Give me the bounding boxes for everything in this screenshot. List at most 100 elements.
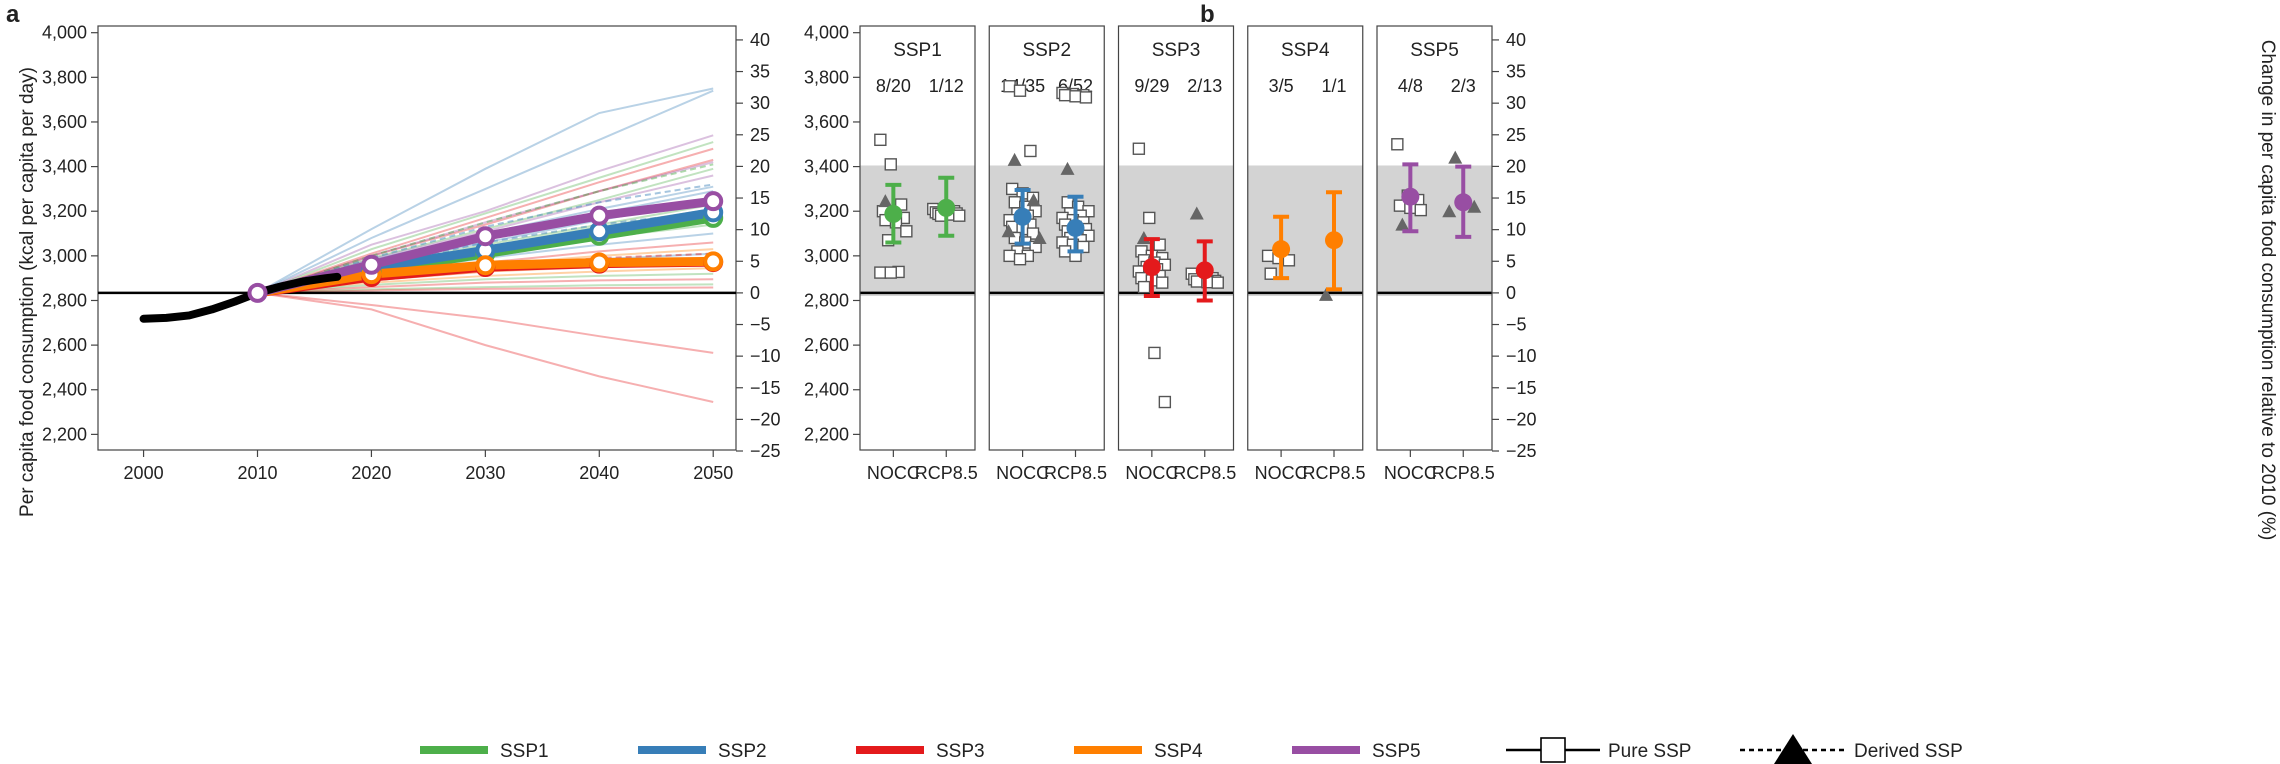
derived-ssp-marker — [1448, 150, 1463, 164]
derived-ssp-marker — [1467, 199, 1482, 213]
x-tick-label-a: 2040 — [579, 463, 619, 483]
y2-tick-label-b: 30 — [1506, 93, 1526, 113]
pure-ssp-marker — [1158, 395, 1172, 409]
pure-ssp-marker — [884, 266, 897, 279]
pure-ssp-marker — [1148, 346, 1161, 360]
pure-ssp-marker — [1013, 252, 1027, 266]
y2-tick-label-b: −20 — [1506, 409, 1537, 429]
y-tick-label-a: 2,200 — [42, 424, 87, 444]
subpanel-title: SSP1 — [893, 40, 942, 61]
legend-label-ssp3: SSP3 — [936, 741, 985, 762]
mean-marker — [1454, 193, 1473, 212]
sample-count: 4/8 — [1398, 76, 1423, 96]
mean-marker — [1272, 240, 1291, 259]
y2-tick-label-a: 5 — [750, 251, 760, 271]
derived-ssp-marker — [878, 194, 893, 208]
pure-ssp-marker — [884, 158, 897, 171]
pure-ssp-marker — [1391, 138, 1404, 151]
y-tick-label-a: 3,800 — [42, 67, 87, 87]
y2-tick-label-a: 35 — [750, 62, 770, 82]
mean-point-ssp4 — [589, 252, 610, 273]
legend-label-ssp2: SSP2 — [718, 741, 767, 762]
derived-ssp-marker — [1189, 206, 1204, 220]
subpanel-frame — [988, 25, 1105, 451]
y2-tick-label-b: −5 — [1506, 315, 1527, 335]
y2-tick-label-b: 15 — [1506, 188, 1526, 208]
legend-item-derived-ssp: Derived SSP — [1740, 734, 1963, 764]
scenario-line-ssp3 — [257, 291, 714, 354]
x-tick-label-b: NOCC — [1384, 463, 1437, 483]
sample-count: 2/13 — [1187, 76, 1222, 96]
legend-item-ssp1: SSP1 — [420, 741, 549, 762]
derived-line-ssp3 — [257, 252, 714, 294]
subpanel-ssp3: SSP3 9/29 NOCC 2/13 RCP8.5 — [1117, 25, 1236, 483]
y-tick-label-b: 4,000 — [804, 23, 849, 43]
mean-marker — [1013, 207, 1032, 226]
scenario-line-ssp1 — [257, 141, 714, 294]
x-tick-label-b: RCP8.5 — [1173, 463, 1236, 483]
subpanel-frame — [1376, 25, 1493, 451]
scenario-line-ssp1 — [257, 283, 714, 294]
derived-ssp-marker — [1442, 204, 1457, 218]
y2-tick-label-a: 25 — [750, 125, 770, 145]
pure-ssp-marker — [1013, 84, 1027, 97]
y-tick-label-a: 3,000 — [42, 246, 87, 266]
derived-ssp-marker — [1319, 287, 1333, 301]
x-tick-label-b: RCP8.5 — [1302, 463, 1365, 483]
sample-count: 8/20 — [876, 76, 911, 96]
pure-ssp-marker — [1003, 249, 1016, 263]
legend-label-pure: Pure SSP — [1608, 741, 1691, 762]
derived-line-ssp1 — [257, 163, 714, 294]
subpanel-ssp1: SSP1 8/20 NOCC 1/12 RCP8.5 — [859, 25, 978, 483]
pure-ssp-marker — [1132, 142, 1146, 155]
x-tick-label-b: RCP8.5 — [1432, 463, 1495, 483]
y2-tick-label-a: −10 — [750, 346, 781, 366]
scenario-line-ssp3 — [257, 286, 714, 294]
mean-point-ssp5 — [475, 226, 496, 247]
y2-tick-label-a: 0 — [750, 283, 760, 303]
historical-line — [139, 272, 342, 323]
pure-ssp-marker — [1282, 254, 1296, 267]
subpanel-frame — [1117, 25, 1235, 451]
plot-frame-a — [97, 25, 737, 451]
pure-ssp-marker — [1261, 249, 1275, 263]
mean-point-ssp5 — [361, 254, 382, 275]
scenario-line-ssp3 — [257, 278, 714, 294]
y-tick-label-b: 2,800 — [804, 290, 849, 310]
y-tick-label-b: 3,400 — [804, 157, 849, 177]
mean-marker — [1195, 261, 1214, 280]
y-tick-label-a: 2,400 — [42, 380, 87, 400]
subpanel-title: SSP3 — [1152, 40, 1201, 61]
mean-marker — [1401, 187, 1420, 206]
x-tick-label-b: NOCC — [1255, 463, 1308, 483]
subpanel-ssp4: SSP4 3/5 NOCC 1/1 RCP8.5 — [1247, 25, 1366, 483]
sample-count: 1/1 — [1321, 76, 1346, 96]
y2-tick-label-b: −25 — [1506, 441, 1537, 461]
legend-item-ssp4: SSP4 — [1074, 741, 1203, 762]
mean-point-ssp4 — [475, 255, 496, 276]
sample-count: 2/3 — [1451, 76, 1476, 96]
legend-label-ssp5: SSP5 — [1372, 741, 1421, 762]
scenario-line-ssp3 — [257, 147, 714, 294]
pure-ssp-marker — [1058, 88, 1072, 102]
range-band — [1377, 165, 1492, 297]
legend-item-ssp5: SSP5 — [1292, 741, 1421, 762]
scenario-line-ssp3 — [257, 291, 714, 403]
legend-label-ssp4: SSP4 — [1154, 741, 1203, 762]
panel-b-label: b — [1200, 1, 1215, 28]
y2-tick-label-b: 10 — [1506, 220, 1526, 240]
pure-ssp-marker — [1414, 203, 1427, 217]
panel-a-label: a — [6, 1, 20, 28]
x-tick-label-a: 2010 — [237, 463, 277, 483]
subpanel-frame — [1247, 25, 1364, 451]
y2-tick-label-b: 35 — [1506, 62, 1526, 82]
y2-axis-label-b: Change in per capita food consumption re… — [2257, 40, 2278, 541]
y2-tick-label-b: 0 — [1506, 283, 1516, 303]
subpanel-title: SSP4 — [1281, 40, 1330, 61]
y2-tick-label-a: 15 — [750, 188, 770, 208]
legend-item-pure-ssp: Pure SSP — [1506, 737, 1691, 763]
mean-point-ssp2 — [589, 221, 610, 242]
derived-ssp-marker — [1395, 217, 1410, 231]
